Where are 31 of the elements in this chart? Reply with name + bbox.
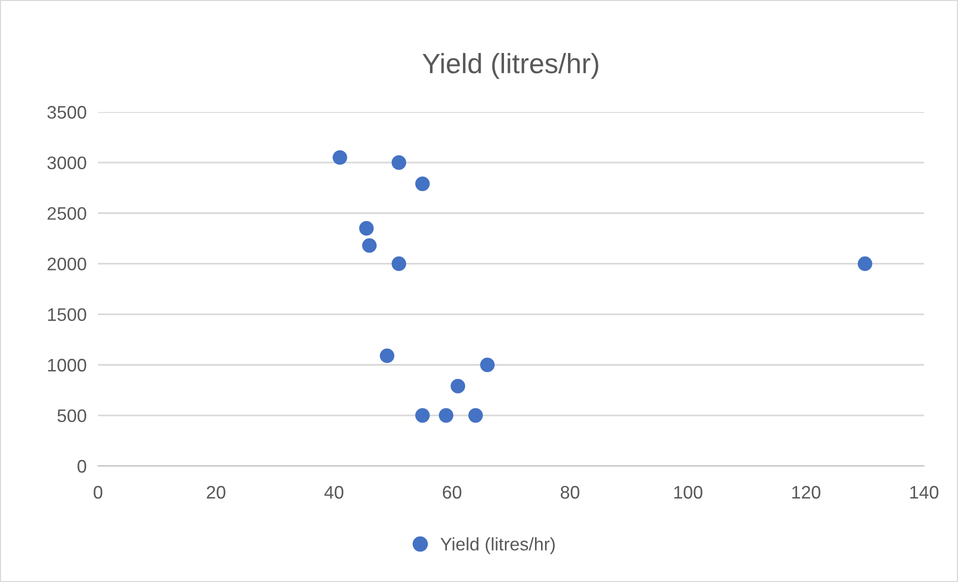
chart-title: Yield (litres/hr) [422,52,598,79]
point [392,155,406,170]
x-tick-label: 0 [94,486,102,499]
y-tick-label: 3500 [47,106,86,119]
x-tick-label: 100 [674,486,702,499]
x-tick-label: 40 [324,486,344,499]
point [380,348,394,364]
point [362,238,377,253]
y-tick-label: 1500 [48,308,86,322]
x-tick-label: 140 [910,486,938,499]
legend-label: Yield (litres/hr) [440,537,555,554]
y-tick-label: 500 [57,409,86,422]
point [438,408,454,423]
y-tick-label: 1000 [48,358,86,372]
point [468,408,483,423]
x-tick-label: 80 [560,486,580,499]
y-tick-label: 2000 [48,258,86,270]
x-tick-label: 60 [442,486,462,499]
x-tick-label: 120 [792,486,820,499]
point [415,176,430,192]
y-tick-label: 0 [78,460,86,473]
point [332,150,348,165]
y-tick-label: 2500 [48,207,86,220]
point [415,408,430,423]
y-tick-label: 3000 [47,156,86,170]
point [858,256,872,271]
point [359,221,374,236]
point [450,378,466,394]
point [480,358,495,372]
point [392,256,406,271]
x-tick-label: 20 [206,486,226,499]
